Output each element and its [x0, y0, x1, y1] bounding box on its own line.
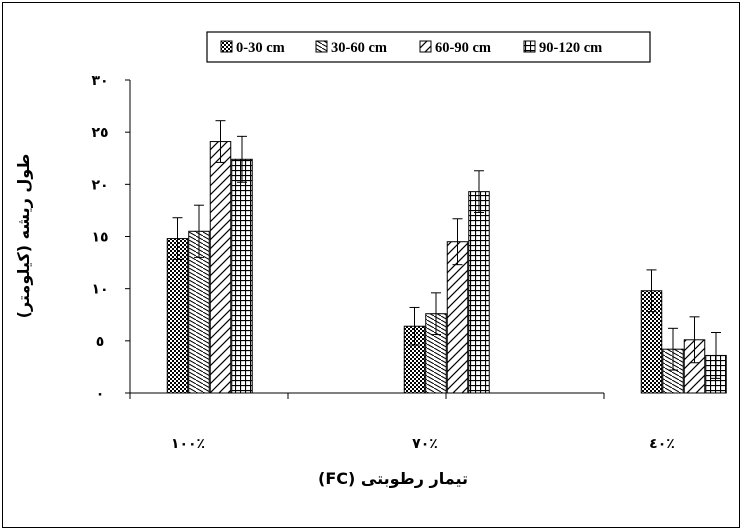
y-tick-label: ٢٥: [91, 125, 108, 141]
error-bar: [452, 218, 463, 266]
legend-box: [206, 31, 651, 63]
legend-label: 60-90 cm: [435, 40, 491, 56]
x-tick-label: ١٠٠٪: [171, 436, 205, 452]
legend-item: 60-90 cm: [419, 40, 491, 56]
legend-swatch: [220, 40, 233, 53]
bar-90-120cm-2: [468, 191, 490, 394]
y-tick-label: ٠: [96, 386, 105, 402]
error-bar: [172, 217, 183, 260]
error-bar: [194, 204, 204, 258]
error-bar: [409, 306, 420, 346]
legend-item: 30-60 cm: [315, 40, 387, 56]
legend-item: 90-120 cm: [523, 40, 602, 56]
y-tick-label: ٥: [96, 334, 105, 350]
legend-label: 0-30 cm: [236, 40, 285, 56]
error-bar: [668, 327, 678, 371]
bar-60-90cm-1: [209, 141, 232, 394]
legend-label: 90-120 cm: [539, 40, 602, 56]
error-bar: [237, 135, 247, 183]
x-axis-title: تیمار رطوبتی (FC): [318, 469, 468, 488]
error-bar: [689, 316, 700, 364]
y-axis-title: طول ریشه (کیلومتر): [14, 154, 33, 319]
bar-0-30cm-1: [166, 238, 189, 394]
x-tick-label: ٤٠٪: [649, 436, 675, 452]
legend: 0-30 cm 30-60 cm 60-90 cm 90-120 cm: [206, 31, 651, 63]
error-bar: [711, 331, 721, 379]
x-tick-label: ٧٠٪: [412, 436, 438, 452]
legend-swatch: [419, 40, 432, 53]
y-tick-label: ١٠: [91, 282, 108, 298]
bar-90-120cm-1: [231, 158, 253, 394]
error-bar: [215, 120, 226, 163]
legend-swatch: [315, 40, 328, 53]
legend-item: 0-30 cm: [220, 40, 285, 56]
error-bar: [646, 269, 657, 313]
legend-label: 30-60 cm: [331, 40, 387, 56]
y-tick-label: ٣٠: [91, 73, 108, 89]
legend-swatch: [523, 40, 536, 53]
error-bar: [474, 170, 484, 214]
y-tick-label: ٢٠: [91, 177, 108, 193]
error-bar: [431, 292, 441, 336]
y-tick-label: ١٥: [91, 230, 108, 246]
